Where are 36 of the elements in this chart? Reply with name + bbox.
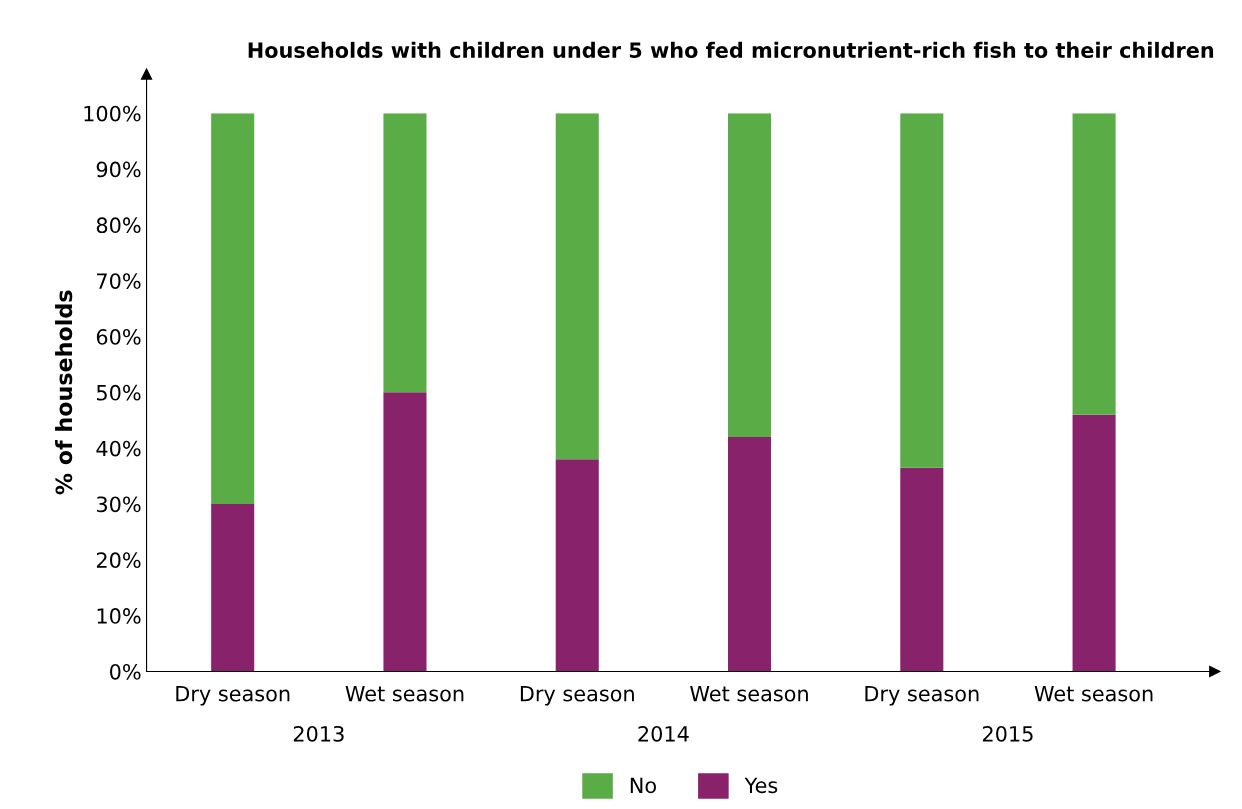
x-tick-label: Dry season bbox=[865, 686, 979, 706]
bar bbox=[211, 504, 255, 672]
x-tick-label: Dry season bbox=[520, 686, 634, 706]
x-tick-label: Wet season bbox=[345, 686, 464, 702]
bar bbox=[727, 113, 772, 438]
bar bbox=[383, 392, 427, 672]
y-tick-label: 40% bbox=[96, 440, 141, 457]
bar bbox=[900, 467, 944, 672]
y-tick-label: 70% bbox=[97, 273, 141, 289]
y-tick-label: 60% bbox=[96, 329, 141, 345]
bar bbox=[211, 113, 255, 505]
y-tick-label: 20% bbox=[96, 552, 141, 569]
bar bbox=[1072, 414, 1116, 672]
y-tick-label: 100% bbox=[84, 105, 141, 122]
y-tick-label: 0% bbox=[110, 663, 141, 680]
legend-label: No bbox=[630, 777, 656, 794]
chart-title: Households with children under 5 who fed micronutrient-rich fish to their children bbox=[248, 41, 1214, 58]
bar bbox=[727, 437, 772, 672]
text: 2013 bbox=[293, 725, 344, 742]
legend-label: Yes bbox=[744, 777, 778, 794]
text: 2014 bbox=[638, 725, 689, 742]
x-tick-label: Wet season bbox=[690, 686, 808, 702]
bar bbox=[900, 113, 944, 468]
y-tick-label: 10% bbox=[97, 608, 141, 624]
bar bbox=[1072, 113, 1116, 415]
bar bbox=[555, 113, 599, 460]
bar bbox=[555, 459, 599, 672]
text: 2015 bbox=[982, 725, 1033, 742]
y-axis-title: % of households bbox=[55, 290, 73, 495]
y-tick-label: 50% bbox=[97, 384, 141, 401]
bar bbox=[383, 113, 427, 393]
y-tick-label: 30% bbox=[96, 496, 141, 513]
x-tick-label: Dry season bbox=[176, 686, 290, 706]
x-tick-label: Wet season bbox=[1034, 686, 1153, 702]
y-tick-label: 80% bbox=[96, 217, 141, 234]
y-tick-label: 90% bbox=[96, 161, 141, 178]
